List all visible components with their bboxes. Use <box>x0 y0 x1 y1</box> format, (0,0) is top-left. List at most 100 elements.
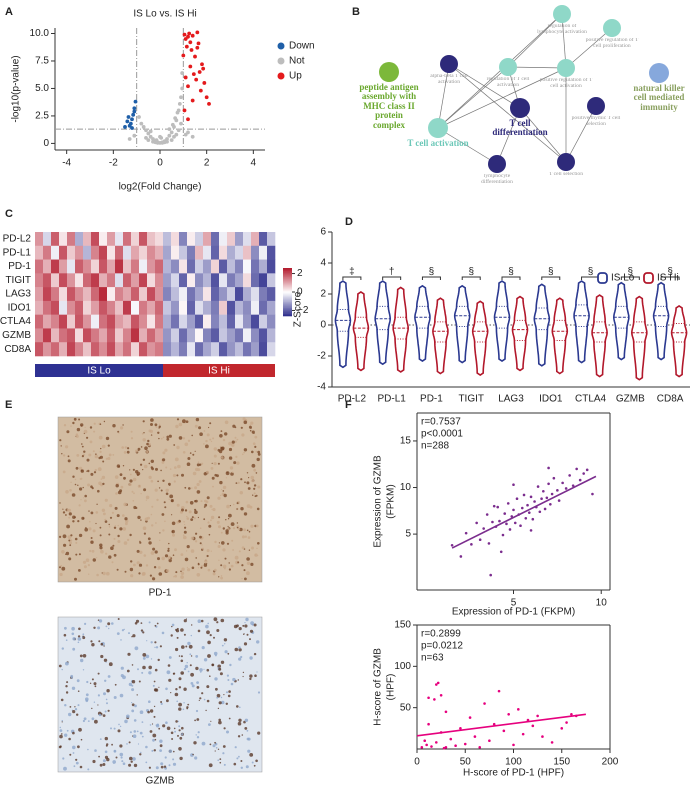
cell <box>61 733 63 735</box>
heat-cell <box>67 245 76 260</box>
colorbar-step <box>283 288 292 290</box>
cell <box>257 485 261 489</box>
cell <box>140 493 142 495</box>
cell <box>150 658 153 660</box>
legend-label: IS Lo <box>611 273 635 284</box>
colorbar-step <box>283 269 292 271</box>
heat-cell <box>259 342 268 357</box>
cell <box>213 568 217 572</box>
cell <box>194 719 197 722</box>
cell <box>217 759 219 761</box>
cell <box>247 536 251 539</box>
cell <box>143 464 148 469</box>
heat-cell <box>123 287 132 302</box>
cell <box>250 524 254 528</box>
x-tick-label: 100 <box>505 757 522 768</box>
colorbar-step <box>283 301 292 304</box>
cell <box>252 442 256 446</box>
cell <box>228 568 231 571</box>
legend-swatch <box>277 42 285 50</box>
point <box>515 497 519 501</box>
cell <box>151 723 154 725</box>
node-label: alpha-beta T cell activation <box>430 74 468 85</box>
cell <box>115 484 119 488</box>
cell <box>97 694 100 697</box>
cell <box>197 567 200 569</box>
cell <box>101 475 106 480</box>
cell <box>104 710 107 713</box>
cell <box>117 430 120 433</box>
cell <box>106 702 108 705</box>
cell <box>84 622 87 626</box>
cell <box>163 765 167 768</box>
cell <box>93 430 96 433</box>
point <box>542 489 545 493</box>
cell <box>131 664 134 666</box>
heat-cell <box>99 259 108 274</box>
cell <box>122 465 125 467</box>
point <box>196 41 201 46</box>
cell <box>75 553 78 556</box>
cell <box>219 480 223 485</box>
colorbar-step <box>283 305 292 307</box>
heat-cell <box>59 259 68 274</box>
cell <box>224 557 227 560</box>
chart-title: IS Lo vs. IS Hi <box>133 9 196 20</box>
cell <box>165 687 168 691</box>
cell <box>236 705 239 708</box>
cell <box>209 634 212 637</box>
cell <box>167 547 170 550</box>
cell <box>59 729 63 732</box>
heat-cell <box>267 314 276 329</box>
cell <box>71 686 76 690</box>
cell <box>150 418 154 422</box>
cell <box>61 720 63 722</box>
point <box>123 125 127 129</box>
heat-cell <box>43 287 52 302</box>
cell <box>158 572 163 576</box>
point <box>190 98 195 103</box>
significance-label: ‡ <box>349 267 355 278</box>
cell <box>239 491 243 495</box>
cell <box>191 624 193 626</box>
ihc-image <box>57 416 263 583</box>
cell <box>172 758 175 761</box>
cell <box>93 626 96 629</box>
colorbar-label: 2 <box>297 268 303 279</box>
cell <box>212 507 216 512</box>
cell <box>237 679 239 681</box>
cell <box>165 721 168 724</box>
heat-cell <box>155 300 164 315</box>
cell <box>220 660 225 664</box>
heat-cell <box>99 300 108 315</box>
cell <box>253 484 257 487</box>
cell <box>137 484 141 488</box>
cell <box>71 493 76 497</box>
heat-cell <box>195 259 204 274</box>
cell <box>152 577 156 581</box>
heat-cell <box>187 342 196 357</box>
node-label-box: positive thymic T cell selection <box>572 116 621 127</box>
heat-cell <box>51 245 60 260</box>
cell <box>72 475 75 478</box>
cell <box>110 546 114 550</box>
point <box>536 485 540 488</box>
point <box>139 121 144 126</box>
cell <box>171 514 173 516</box>
point <box>571 484 575 487</box>
point <box>526 503 529 507</box>
cell <box>255 450 258 453</box>
cell <box>171 738 174 740</box>
fit-line <box>416 713 586 737</box>
cell <box>65 639 68 641</box>
cell <box>175 629 180 633</box>
heat-cell <box>67 259 76 274</box>
point <box>513 521 517 525</box>
cell <box>97 467 102 472</box>
colorbar-step <box>283 277 292 280</box>
point <box>521 732 525 736</box>
annotation: r=0.7537 <box>421 417 461 428</box>
cell <box>232 527 236 530</box>
y-tick-label: 6 <box>320 227 326 238</box>
cell <box>211 663 215 667</box>
